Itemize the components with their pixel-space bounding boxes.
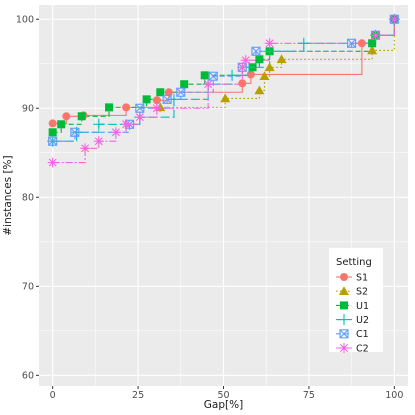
data-point-c1 xyxy=(251,46,261,56)
data-point-c2 xyxy=(389,14,400,25)
data-point-u1 xyxy=(156,88,165,97)
data-point-s1 xyxy=(48,119,57,128)
major-gridlines xyxy=(39,5,408,386)
legend-label: U1 xyxy=(356,301,369,312)
series-points xyxy=(47,13,400,168)
data-point-s1 xyxy=(357,39,366,48)
legend-item-s1: S1 xyxy=(336,272,368,283)
data-point-s2 xyxy=(254,85,265,95)
legend-key-symbol xyxy=(338,314,350,326)
data-point-u1 xyxy=(200,71,209,80)
data-point-s2 xyxy=(367,45,378,55)
x-tick-label: 50 xyxy=(217,390,229,401)
legend-item-c2: C2 xyxy=(336,343,369,354)
legend-label: S2 xyxy=(356,287,368,298)
axes: 0 25 50 75 100 60 70 80 90 100 xyxy=(16,15,404,401)
data-point-u1 xyxy=(105,103,114,112)
data-point-c2 xyxy=(80,143,91,154)
legend-key-symbol xyxy=(339,286,349,295)
legend-item-s2: S2 xyxy=(336,286,368,298)
data-point-s2 xyxy=(264,62,275,72)
x-tick-label: 100 xyxy=(385,390,403,401)
data-point-s1 xyxy=(238,79,247,88)
y-tick-label: 80 xyxy=(22,193,34,204)
legend-item-u2: U2 xyxy=(336,314,369,326)
legend-title: Setting xyxy=(336,257,372,268)
legend-key-symbol xyxy=(340,301,348,310)
legend-label: S1 xyxy=(356,272,368,283)
x-tick-label: 0 xyxy=(50,390,56,401)
data-point-c2 xyxy=(264,38,275,49)
data-point-u2 xyxy=(226,69,238,81)
data-point-c2 xyxy=(151,103,162,114)
legend-label: U2 xyxy=(356,315,369,326)
y-tick-label: 90 xyxy=(22,104,34,115)
y-tick-label: 100 xyxy=(16,15,34,26)
legend-label: C1 xyxy=(356,329,369,340)
data-point-s1 xyxy=(152,96,161,105)
data-point-c1 xyxy=(347,38,357,48)
data-point-s1 xyxy=(122,103,131,112)
data-point-s1 xyxy=(246,70,255,79)
data-point-s1 xyxy=(164,88,173,97)
data-point-c1 xyxy=(208,71,218,81)
data-point-c2 xyxy=(93,136,104,147)
data-point-u1 xyxy=(48,128,57,137)
data-point-s2 xyxy=(259,71,270,81)
data-point-u1 xyxy=(180,80,189,89)
legend-label: C2 xyxy=(356,343,369,354)
data-point-c2 xyxy=(237,62,248,73)
y-tick-label: 70 xyxy=(22,282,34,293)
data-point-s2 xyxy=(276,54,287,64)
legend-item-c1: C1 xyxy=(336,329,369,340)
data-point-u1 xyxy=(57,120,66,129)
data-point-s2 xyxy=(220,93,231,103)
data-point-u2 xyxy=(93,118,105,130)
data-point-u1 xyxy=(77,112,86,121)
data-point-c1 xyxy=(162,94,172,104)
data-point-c1 xyxy=(48,136,58,146)
data-point-u2 xyxy=(168,93,180,105)
data-point-c1 xyxy=(176,87,186,97)
x-tick-label: 25 xyxy=(132,390,144,401)
data-point-c1 xyxy=(70,127,80,137)
data-point-u1 xyxy=(142,95,151,104)
data-point-u1 xyxy=(255,55,264,64)
legend-key-symbol xyxy=(339,329,349,339)
data-point-c2 xyxy=(203,79,214,90)
data-point-c2 xyxy=(110,127,121,138)
legend-item-u1: U1 xyxy=(336,301,369,312)
legend-key-symbol xyxy=(339,343,349,353)
data-point-u1 xyxy=(368,39,377,48)
x-axis-title: Gap[%] xyxy=(204,399,243,411)
data-point-c2 xyxy=(47,157,58,168)
data-point-c2 xyxy=(121,119,132,130)
legend-box xyxy=(329,248,383,352)
legend-items: S1 S2 U1 U2 C1 C2 xyxy=(336,272,369,354)
series-line-s2 xyxy=(160,19,395,108)
x-tick-label: 75 xyxy=(303,390,315,401)
data-point-s1 xyxy=(62,112,71,121)
y-tick-label: 60 xyxy=(22,371,34,382)
data-point-c2 xyxy=(370,30,381,41)
data-point-u2 xyxy=(298,37,310,49)
data-point-c2 xyxy=(240,55,251,66)
legend: Setting S1 S2 U1 U2 C1 C2 xyxy=(329,248,383,354)
y-axis-title: #instances [%] xyxy=(2,155,14,235)
data-point-c2 xyxy=(134,112,145,123)
legend-key-symbol xyxy=(340,273,348,281)
